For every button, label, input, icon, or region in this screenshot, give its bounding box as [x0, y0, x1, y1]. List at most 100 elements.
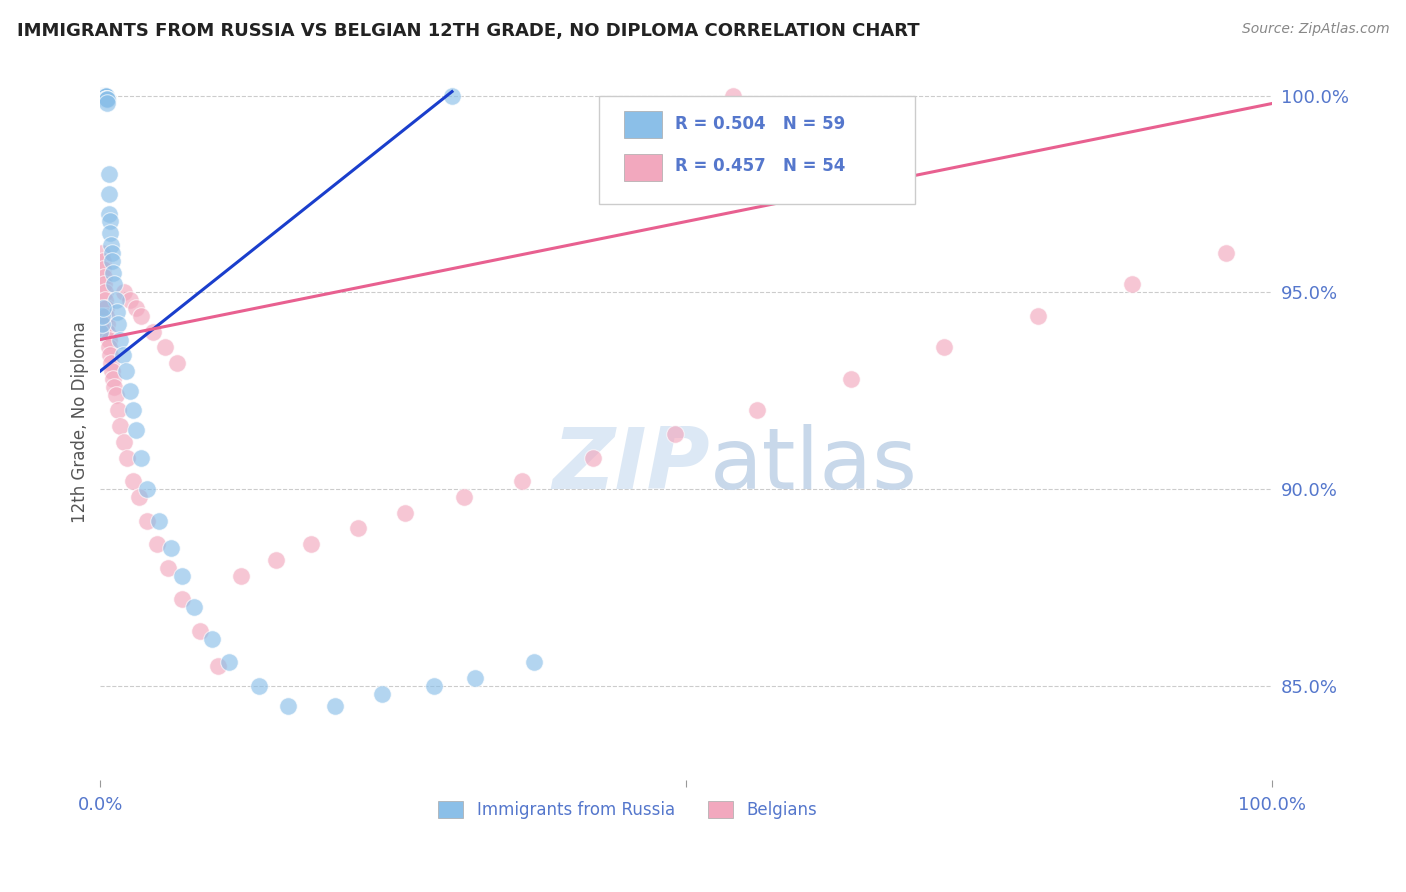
Point — [98, 214, 121, 228]
Point — [98, 348, 121, 362]
Point — [91, 88, 114, 103]
Legend: Immigrants from Russia, Belgians: Immigrants from Russia, Belgians — [432, 794, 824, 826]
Point — [97, 333, 120, 347]
Point — [101, 253, 124, 268]
Point — [96, 88, 118, 103]
Point — [96, 317, 118, 331]
Point — [90, 309, 112, 323]
Point — [394, 506, 416, 520]
Point — [157, 561, 180, 575]
Point — [122, 474, 145, 488]
Point — [107, 317, 129, 331]
Text: atlas: atlas — [710, 424, 918, 507]
Point — [229, 568, 252, 582]
Point — [264, 553, 287, 567]
Point — [91, 253, 114, 268]
Point — [159, 541, 181, 555]
Point — [218, 655, 240, 669]
Point — [347, 521, 370, 535]
Point — [1121, 277, 1143, 292]
Point — [98, 227, 121, 241]
Point — [107, 403, 129, 417]
Text: IMMIGRANTS FROM RUSSIA VS BELGIAN 12TH GRADE, NO DIPLOMA CORRELATION CHART: IMMIGRANTS FROM RUSSIA VS BELGIAN 12TH G… — [17, 22, 920, 40]
Point — [90, 246, 112, 260]
Point — [117, 450, 139, 465]
Point — [94, 88, 117, 103]
Point — [93, 88, 115, 103]
Point — [96, 93, 118, 107]
Bar — [624, 111, 662, 138]
Text: R = 0.504   N = 59: R = 0.504 N = 59 — [675, 114, 845, 133]
Point — [90, 88, 112, 103]
Point — [128, 490, 150, 504]
Point — [111, 348, 134, 362]
Point — [110, 333, 132, 347]
Point — [101, 246, 124, 260]
Point — [96, 325, 118, 339]
Point — [131, 450, 153, 465]
Point — [91, 301, 114, 315]
Point — [93, 88, 115, 103]
Point — [124, 423, 146, 437]
Point — [96, 93, 118, 107]
Point — [96, 93, 118, 107]
Point — [103, 277, 125, 292]
Point — [97, 167, 120, 181]
Point — [93, 269, 115, 284]
Point — [94, 88, 117, 103]
Point — [523, 655, 546, 669]
Point — [136, 514, 159, 528]
Point — [112, 285, 135, 300]
Point — [934, 340, 956, 354]
Text: ZIP: ZIP — [553, 424, 710, 507]
Point — [370, 687, 392, 701]
Point — [93, 88, 115, 103]
Point — [112, 434, 135, 449]
Text: Source: ZipAtlas.com: Source: ZipAtlas.com — [1241, 22, 1389, 37]
Point — [122, 403, 145, 417]
Point — [104, 293, 127, 308]
Point — [105, 305, 128, 319]
Point — [91, 88, 114, 103]
Point — [166, 356, 188, 370]
Point — [323, 698, 346, 713]
Point — [145, 537, 167, 551]
Point — [464, 671, 486, 685]
Point — [96, 309, 118, 323]
FancyBboxPatch shape — [599, 96, 915, 203]
Point — [91, 261, 114, 276]
Point — [100, 238, 122, 252]
Point — [172, 592, 194, 607]
Point — [1215, 246, 1237, 260]
Point — [172, 568, 194, 582]
Point — [94, 285, 117, 300]
Point — [440, 88, 463, 103]
Point — [148, 514, 170, 528]
Point — [93, 88, 115, 103]
Point — [723, 88, 745, 103]
Point — [97, 340, 120, 354]
Point — [124, 301, 146, 315]
Point — [839, 372, 862, 386]
Point — [89, 325, 111, 339]
Point — [103, 380, 125, 394]
Point — [423, 679, 446, 693]
Bar — [624, 153, 662, 181]
Point — [90, 317, 112, 331]
Point — [277, 698, 299, 713]
Point — [96, 93, 118, 107]
Point — [183, 600, 205, 615]
Point — [664, 427, 686, 442]
Point — [110, 419, 132, 434]
Point — [582, 450, 605, 465]
Point — [94, 293, 117, 308]
Point — [745, 403, 768, 417]
Point — [103, 372, 125, 386]
Point — [93, 277, 115, 292]
Point — [201, 632, 224, 646]
Point — [188, 624, 211, 638]
Point — [1026, 309, 1049, 323]
Point — [207, 659, 229, 673]
Point — [118, 384, 141, 398]
Point — [510, 474, 533, 488]
